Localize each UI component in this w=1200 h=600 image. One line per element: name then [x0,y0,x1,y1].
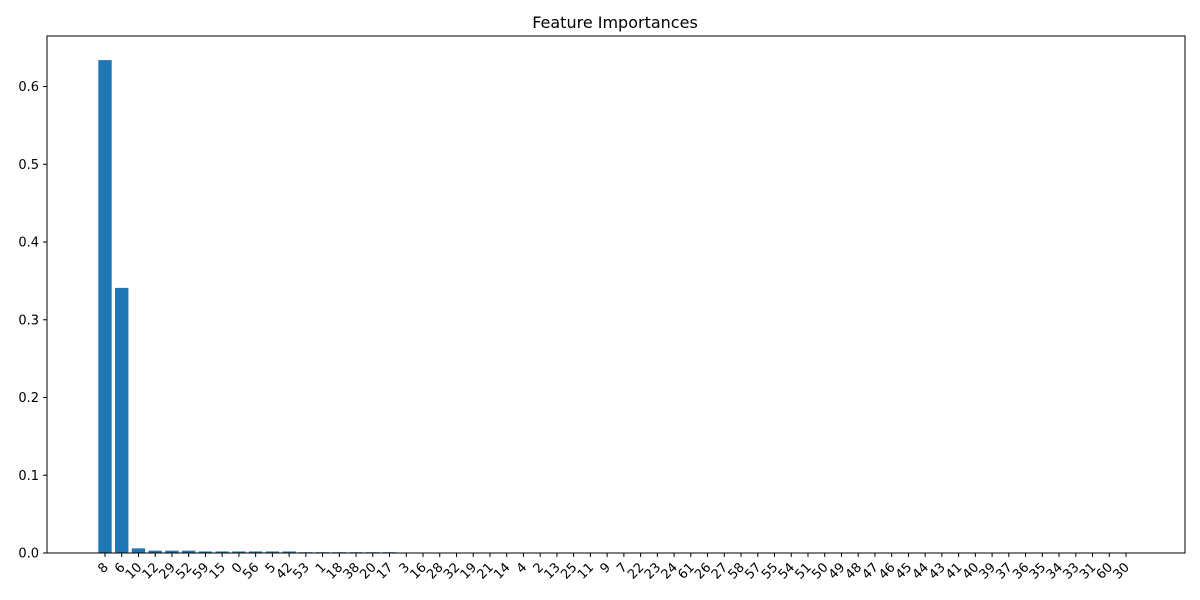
chart-title: Feature Importances [532,13,698,32]
y-tick-label: 0.6 [18,80,39,95]
bar-29 [165,550,179,553]
bar-12 [148,550,162,553]
bar-10 [131,548,146,553]
bar-6 [115,287,129,553]
x-tick-label: 56 [240,560,262,582]
bar-15 [215,551,229,553]
y-axis: 0.0 0.1 0.2 0.3 0.4 0.5 0.6 [18,80,47,562]
x-tick-label: 8 [95,560,111,576]
x-tick-label: 4 [514,560,530,576]
x-tick-label: 14 [491,560,513,582]
bar-59 [198,551,213,553]
bar-5 [265,551,280,553]
x-tick-label: 15 [207,560,229,582]
y-tick-label: 0.3 [18,313,39,328]
x-tick-label: 9 [597,560,613,576]
bar-8 [98,60,112,553]
bars-group [98,60,397,553]
x-tick-label: 11 [575,560,597,582]
bar-42 [282,551,296,553]
y-tick-label: 0.0 [18,547,39,562]
bar-0 [232,551,246,553]
x-tick-label: 30 [1111,560,1133,582]
y-tick-label: 0.1 [18,469,39,484]
bar-56 [248,551,263,553]
bar-52 [181,550,196,553]
y-tick-label: 0.2 [18,391,39,406]
plot-frame [46,35,1186,554]
y-tick-label: 0.5 [18,158,39,173]
y-tick-label: 0.4 [18,236,39,251]
x-tick-label: 53 [290,560,312,582]
x-tick-label: 17 [374,560,396,582]
